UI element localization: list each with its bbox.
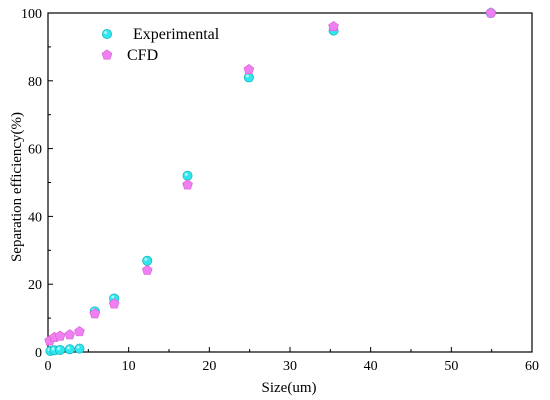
series-1 [44, 7, 497, 346]
data-point-experimental [74, 343, 85, 354]
x-axis-title: Size(um) [262, 380, 317, 396]
data-point-cfd [328, 20, 339, 32]
data-point-cfd [485, 7, 497, 18]
y-tick-label: 40 [28, 210, 42, 225]
data-point-experimental [142, 255, 153, 266]
data-point-cfd [243, 64, 255, 75]
axes: 0 10 20 30 40 50 60 0 20 40 60 80 100 [21, 7, 539, 374]
data-point-cfd [182, 179, 193, 190]
legend: Experimental CFD [101, 26, 220, 64]
data-point-cfd [89, 308, 101, 319]
x-tick-label: 60 [525, 359, 539, 374]
data-point-experimental [243, 72, 254, 83]
data-point-cfd [141, 264, 153, 275]
data-point-cfd [64, 329, 76, 340]
y-tick-label: 0 [35, 346, 42, 361]
x-tick-label: 50 [444, 359, 458, 374]
legend-marker [102, 28, 113, 39]
data-point-experimental [64, 344, 75, 355]
data-point-cfd [54, 330, 66, 341]
x-tick-label: 0 [45, 359, 52, 374]
data-point-experimental [182, 170, 193, 181]
data-point-experimental [55, 344, 66, 355]
data-point-cfd [108, 298, 120, 309]
y-tick-label: 20 [28, 278, 42, 293]
x-tick-label: 40 [364, 359, 378, 374]
y-tick-label: 60 [28, 143, 42, 158]
y-tick-label: 80 [28, 75, 42, 90]
legend-label: Experimental [133, 26, 220, 43]
legend-label: CFD [127, 47, 158, 64]
y-tick-label: 100 [21, 7, 42, 22]
data-points [44, 7, 497, 356]
plot-frame [47, 12, 533, 353]
x-tick-label: 10 [122, 359, 136, 374]
legend-marker [101, 49, 113, 60]
y-axis-title: Separation efficiency(%) [9, 112, 25, 262]
x-tick-label: 20 [202, 359, 216, 374]
data-point-cfd [74, 326, 85, 337]
x-tick-label: 30 [283, 359, 297, 374]
